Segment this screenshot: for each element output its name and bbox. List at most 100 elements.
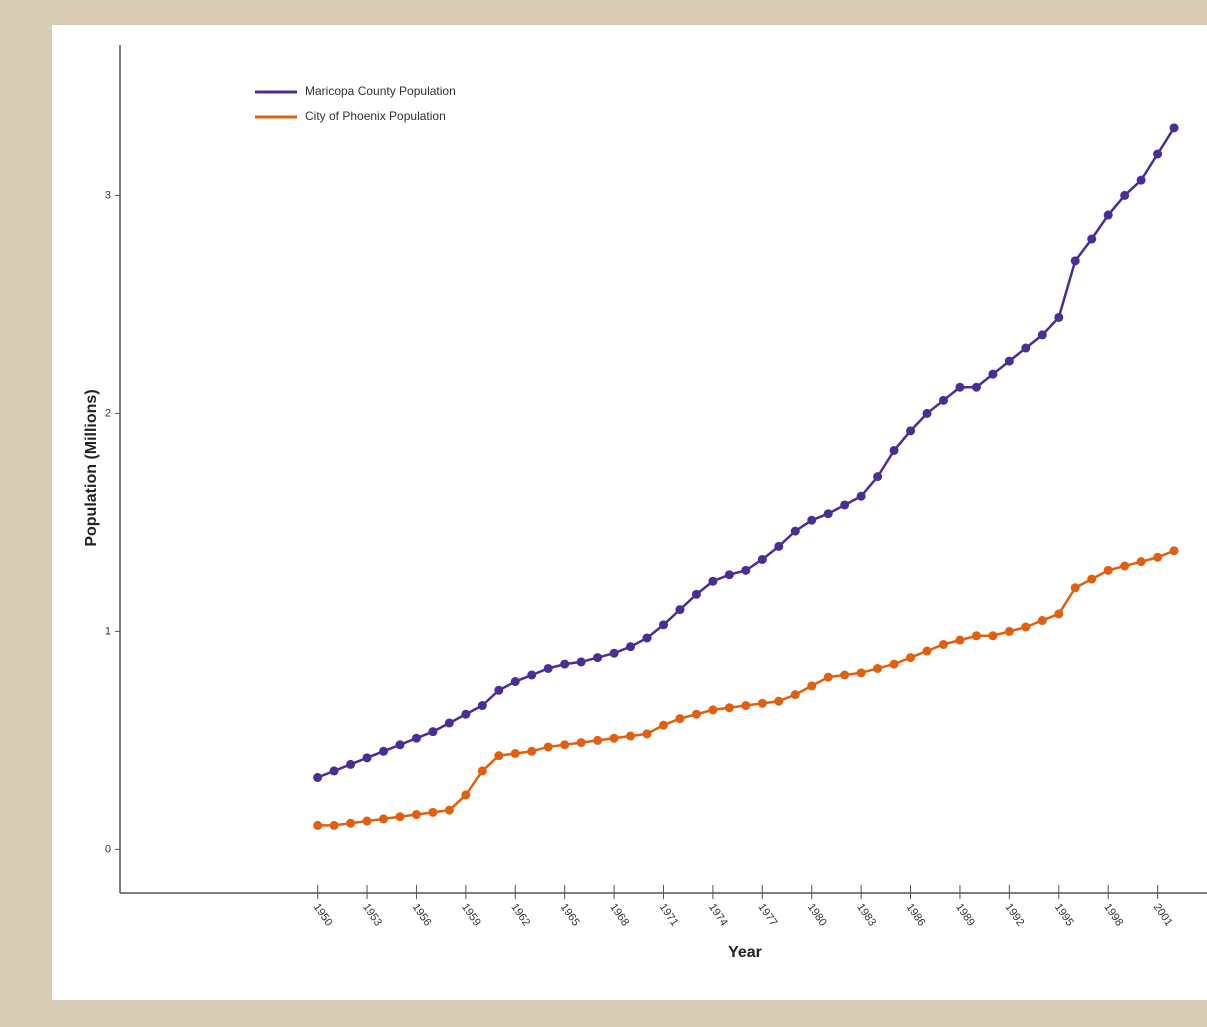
data-point [560, 659, 570, 669]
data-point [856, 491, 866, 501]
data-point [1004, 356, 1014, 366]
data-point [527, 670, 537, 680]
data-point [494, 751, 504, 761]
data-point [708, 576, 718, 586]
data-point [840, 670, 850, 680]
data-point [1070, 256, 1080, 266]
data-point [840, 500, 850, 510]
data-point [955, 382, 965, 392]
data-point [477, 701, 487, 711]
data-point [428, 807, 438, 817]
data-point [675, 605, 685, 615]
data-point [1103, 565, 1113, 575]
data-point [823, 672, 833, 682]
data-point [1153, 149, 1163, 159]
data-point [856, 668, 866, 678]
data-point [675, 714, 685, 724]
data-point [444, 805, 454, 815]
data-point [889, 445, 899, 455]
data-point [1136, 175, 1146, 185]
data-point [395, 812, 405, 822]
legend-label: City of Phoenix Population [305, 109, 446, 123]
data-point [1021, 343, 1031, 353]
data-point [1169, 546, 1179, 556]
data-point [691, 709, 701, 719]
data-point [955, 635, 965, 645]
data-point [1120, 561, 1130, 571]
data-point [1087, 574, 1097, 584]
data-point [988, 369, 998, 379]
data-point [444, 718, 454, 728]
data-point [477, 766, 487, 776]
data-point [560, 740, 570, 750]
data-point [395, 740, 405, 750]
data-point [873, 472, 883, 482]
data-point [971, 631, 981, 641]
data-point [609, 648, 619, 658]
data-point [379, 814, 389, 824]
data-point [1070, 583, 1080, 593]
data-point [1136, 557, 1146, 567]
data-point [790, 526, 800, 536]
data-point [576, 738, 586, 748]
data-point [609, 733, 619, 743]
plot-panel [52, 25, 1207, 1000]
data-point [922, 408, 932, 418]
data-point [1120, 190, 1130, 200]
data-point [1103, 210, 1113, 220]
data-point [313, 820, 323, 830]
data-point [461, 790, 471, 800]
data-point [1037, 330, 1047, 340]
x-axis-title: Year [728, 944, 762, 961]
data-point [642, 729, 652, 739]
data-point [774, 541, 784, 551]
data-point [510, 748, 520, 758]
data-point [527, 746, 537, 756]
data-point [823, 509, 833, 519]
data-point [329, 766, 339, 776]
data-point [626, 731, 636, 741]
data-point [708, 705, 718, 715]
data-point [1169, 123, 1179, 133]
data-point [543, 742, 553, 752]
legend-label: Maricopa County Population [305, 84, 456, 98]
data-point [411, 810, 421, 820]
data-point [576, 657, 586, 667]
data-point [1037, 616, 1047, 626]
data-point [889, 659, 899, 669]
data-point [724, 703, 734, 713]
data-point [362, 816, 372, 826]
data-point [1021, 622, 1031, 632]
data-point [741, 565, 751, 575]
data-point [461, 709, 471, 719]
data-point [411, 733, 421, 743]
data-point [346, 818, 356, 828]
data-point [807, 681, 817, 691]
data-point [659, 720, 668, 730]
data-point [362, 753, 372, 763]
data-point [774, 696, 784, 706]
data-point [313, 772, 323, 782]
data-point [873, 663, 883, 673]
data-point [593, 735, 603, 745]
data-point [1054, 312, 1064, 322]
data-point [724, 570, 734, 580]
data-point [510, 677, 520, 687]
data-point [757, 698, 767, 708]
data-point [691, 589, 701, 599]
data-point [346, 759, 356, 769]
data-point [938, 395, 948, 405]
data-point [642, 633, 652, 643]
data-point [1153, 552, 1163, 562]
y-tick-label: 0 [105, 843, 111, 855]
data-point [741, 701, 751, 711]
data-point [543, 663, 553, 673]
data-point [807, 515, 817, 525]
data-point [494, 685, 504, 695]
data-point [593, 653, 603, 663]
data-point [626, 642, 636, 652]
y-axis-title: Population (Millions) [83, 389, 100, 546]
data-point [988, 631, 998, 641]
y-tick-label: 2 [105, 407, 111, 419]
